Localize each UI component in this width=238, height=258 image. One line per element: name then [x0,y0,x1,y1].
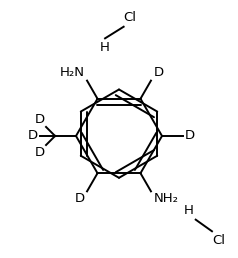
Text: H: H [183,204,193,217]
Text: Cl: Cl [212,233,225,247]
Text: D: D [35,146,45,159]
Text: NH₂: NH₂ [153,192,178,205]
Text: D: D [28,130,38,142]
Text: H: H [100,41,110,54]
Text: D: D [74,192,85,205]
Text: D: D [35,113,45,126]
Text: Cl: Cl [124,11,137,25]
Text: D: D [153,67,164,79]
Text: H₂N: H₂N [60,67,85,79]
Text: D: D [185,130,195,142]
